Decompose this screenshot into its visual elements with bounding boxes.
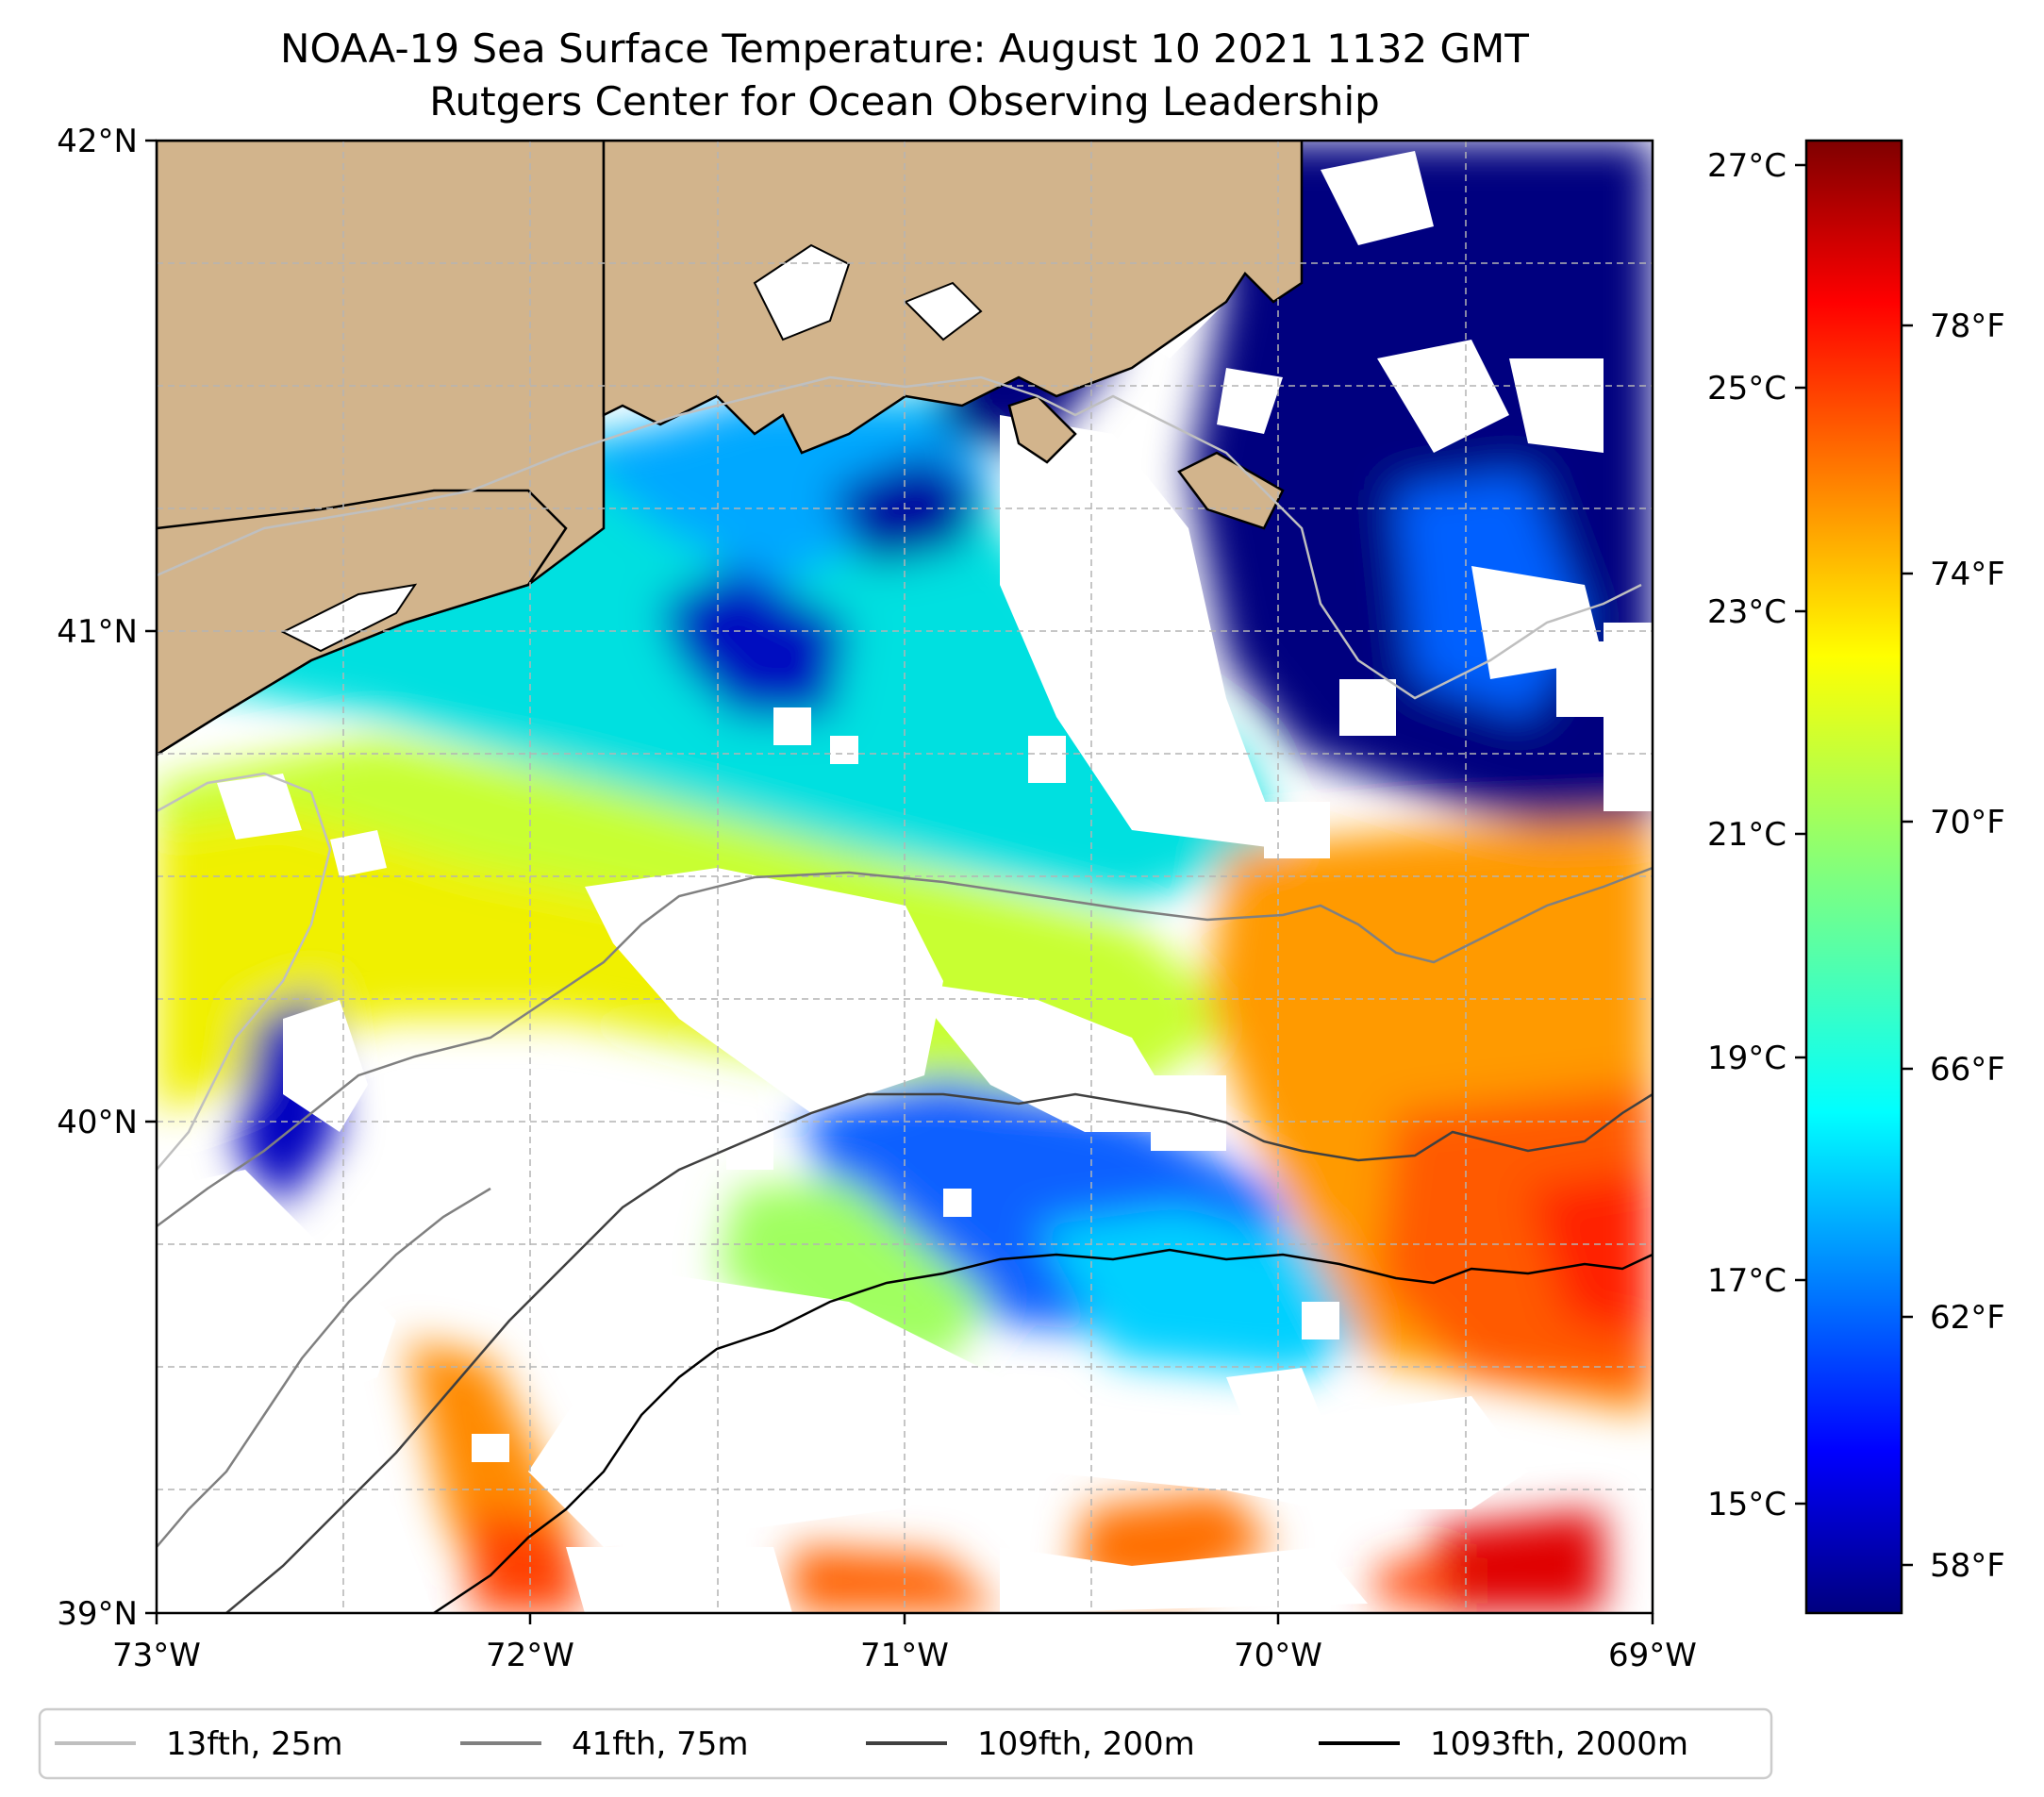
contour-25m-west [157, 772, 332, 1171]
map-area [157, 141, 1653, 1613]
fahrenheit-tick-label: 78°F [1930, 308, 2005, 345]
legend-label: 1093fth, 2000m [1430, 1725, 1688, 1763]
legend-label: 109fth, 200m [977, 1725, 1195, 1763]
coastal-water [280, 243, 983, 653]
celsius-tick-label: 15°C [1707, 1486, 1786, 1523]
contour-200m [225, 1092, 1653, 1613]
legend-label: 13fth, 25m [166, 1725, 343, 1763]
celsius-tick-label: 19°C [1707, 1040, 1786, 1077]
lat-tick-label: 40°N [57, 1104, 138, 1141]
axis-ticks [145, 139, 1654, 1624]
fahrenheit-ticks [1902, 324, 1913, 1567]
celsius-tick-label: 27°C [1707, 147, 1786, 185]
lat-tick-label: 42°N [57, 123, 138, 160]
legend-label: 41fth, 75m [572, 1725, 749, 1763]
lon-tick-label: 71°W [860, 1637, 949, 1674]
contour-75m-south [157, 1187, 491, 1548]
title-line-1: NOAA-19 Sea Surface Temperature: August … [280, 25, 1529, 72]
lon-tick-label: 69°W [1608, 1637, 1697, 1674]
fahrenheit-tick-label: 70°F [1930, 804, 2005, 841]
lon-tick-label: 72°W [486, 1637, 574, 1674]
lat-tick-label: 41°N [57, 613, 138, 651]
celsius-tick-label: 23°C [1707, 593, 1786, 631]
bathymetry-contours [157, 375, 1653, 1613]
lon-tick-label: 73°W [112, 1637, 201, 1674]
celsius-ticks [1795, 163, 1806, 1506]
title-line-2: Rutgers Center for Ocean Observing Leade… [429, 78, 1380, 125]
fahrenheit-tick-label: 66°F [1930, 1051, 2005, 1089]
lat-tick-label: 39°N [57, 1595, 138, 1633]
fahrenheit-tick-label: 58°F [1930, 1547, 2005, 1585]
celsius-tick-label: 25°C [1707, 370, 1786, 408]
legend: 13fth, 25m 41fth, 75m 109fth, 200m 1093f… [38, 1707, 1773, 1780]
fahrenheit-tick-label: 62°F [1930, 1299, 2005, 1337]
celsius-tick-label: 21°C [1707, 816, 1786, 854]
celsius-tick-label: 17°C [1707, 1262, 1786, 1300]
colorbar [1804, 139, 1903, 1615]
lon-tick-label: 70°W [1234, 1637, 1322, 1674]
contour-25m [157, 375, 1642, 700]
contour-2000m [433, 1248, 1653, 1613]
contour-75m [157, 866, 1653, 1228]
fahrenheit-tick-label: 74°F [1930, 556, 2005, 593]
